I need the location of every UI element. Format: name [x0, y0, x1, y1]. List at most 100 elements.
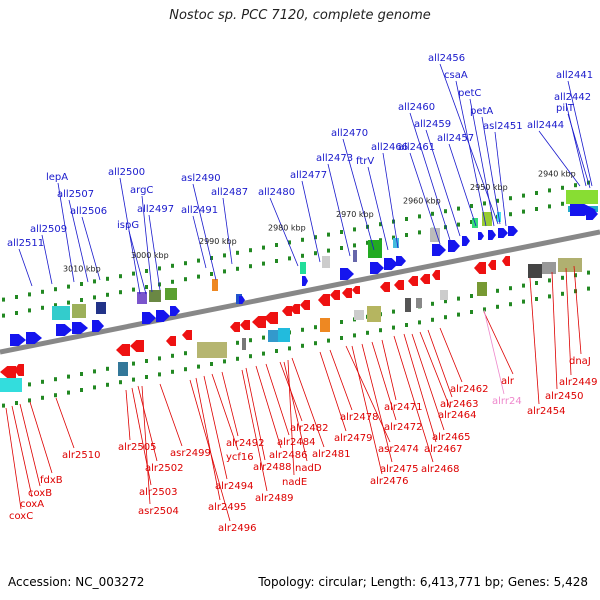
- reverse-gene-arrow: [290, 304, 300, 314]
- feature-block: [416, 298, 422, 308]
- guide-dot: [444, 299, 447, 304]
- reverse-gene-label: ycf16: [226, 452, 254, 463]
- reverse-label-line: [265, 363, 290, 436]
- guide-dot: [496, 304, 499, 309]
- reverse-gene-label: nadD: [295, 463, 322, 474]
- reverse-gene-arrow: [300, 300, 310, 310]
- reverse-gene-label: dnaJ: [569, 356, 591, 367]
- reverse-gene-label: alr2502: [145, 463, 183, 474]
- guide-dot: [158, 372, 161, 377]
- feature-block: [430, 228, 440, 242]
- guide-dot: [470, 220, 473, 224]
- guide-dot: [340, 246, 343, 250]
- guide-dot: [197, 258, 200, 263]
- forward-gene-label: all2442: [554, 92, 591, 103]
- reverse-label-line: [319, 351, 347, 432]
- forward-gene-arrow: [56, 324, 72, 336]
- feature-block: [118, 362, 128, 376]
- guide-dot: [145, 359, 148, 363]
- guide-dot: [353, 243, 356, 248]
- guide-dot: [548, 278, 551, 283]
- feature-block: [137, 292, 147, 304]
- guide-dot: [509, 302, 512, 307]
- guide-dot: [145, 269, 148, 273]
- forward-label-line: [567, 113, 591, 189]
- guide-dot: [301, 253, 304, 258]
- guide-dot: [366, 240, 369, 245]
- guide-dot: [522, 283, 525, 288]
- forward-gene-label: all2473: [316, 153, 353, 164]
- guide-dot: [119, 290, 122, 295]
- guide-dot: [509, 196, 512, 201]
- position-tick-label: 3010 kbp: [63, 264, 101, 273]
- reverse-gene-label: asr2504: [138, 506, 179, 517]
- reverse-label-line: [11, 405, 33, 498]
- feature-block: [405, 298, 411, 312]
- reverse-label-line: [159, 383, 183, 447]
- feature-block: [477, 282, 487, 296]
- reverse-gene-arrow: [330, 290, 340, 300]
- feature-block: [197, 342, 227, 358]
- guide-dot: [262, 335, 265, 340]
- reverse-gene-arrow: [240, 320, 250, 330]
- guide-dot: [236, 250, 239, 255]
- forward-label-line: [448, 143, 477, 227]
- forward-label-line: [192, 215, 207, 269]
- forward-gene-label: argC: [130, 185, 153, 196]
- reverse-label-line: [351, 345, 383, 475]
- guide-dot: [223, 253, 226, 258]
- forward-gene-label: all2470: [331, 128, 368, 139]
- guide-dot: [392, 325, 395, 330]
- guide-dot: [171, 353, 174, 358]
- guide-dot: [171, 263, 174, 268]
- guide-dot: [522, 299, 525, 304]
- guide-dot: [41, 305, 44, 310]
- guide-dot: [80, 388, 83, 392]
- reverse-label-line: [565, 267, 572, 376]
- guide-dot: [93, 385, 96, 390]
- guide-dot: [327, 248, 330, 253]
- guide-dot: [28, 292, 31, 297]
- forward-gene-label: csaA: [444, 70, 468, 81]
- reverse-gene-arrow: [264, 312, 278, 324]
- guide-dot: [548, 188, 551, 193]
- forward-label-line: [538, 130, 581, 187]
- reverse-gene-label: alr2465: [432, 432, 470, 443]
- guide-dot: [314, 325, 317, 330]
- guide-dot: [67, 390, 70, 395]
- reverse-label-line: [529, 277, 540, 405]
- forward-gene-label: all2457: [437, 133, 474, 144]
- forward-gene-label: all2480: [258, 187, 295, 198]
- guide-dot: [301, 237, 304, 242]
- forward-gene-arrow: [156, 310, 170, 322]
- guide-dot: [574, 273, 577, 278]
- guide-dot: [262, 245, 265, 250]
- reverse-gene-arrow: [380, 282, 390, 292]
- guide-dot: [2, 403, 5, 408]
- forward-gene-label: asl2451: [483, 121, 523, 132]
- reverse-gene-arrow: [166, 336, 176, 346]
- guide-dot: [392, 309, 395, 314]
- genome-title: Nostoc sp. PCC 7120, complete genome: [169, 8, 431, 23]
- reverse-gene-arrow: [318, 294, 330, 306]
- forward-label-line: [57, 182, 75, 283]
- guide-dot: [548, 204, 551, 209]
- forward-label-line: [481, 116, 501, 225]
- forward-gene-arrow: [432, 244, 446, 256]
- reverse-label-line: [551, 271, 558, 390]
- guide-dot: [418, 320, 421, 325]
- reverse-label-line: [361, 343, 393, 463]
- forward-gene-arrow: [498, 228, 508, 238]
- guide-dot: [444, 209, 447, 214]
- forward-label-line: [327, 163, 351, 257]
- reverse-label-line: [55, 397, 75, 449]
- forward-gene-arrow: [448, 240, 460, 252]
- position-tick-label: 2950 kbp: [470, 183, 508, 192]
- forward-gene-label: petC: [458, 88, 481, 99]
- reverse-label-line: [137, 385, 158, 462]
- guide-dot: [561, 201, 564, 206]
- guide-dot: [54, 303, 57, 308]
- guide-dot: [80, 372, 83, 376]
- reverse-gene-arrow: [0, 366, 16, 378]
- forward-gene-arrow: [478, 232, 484, 240]
